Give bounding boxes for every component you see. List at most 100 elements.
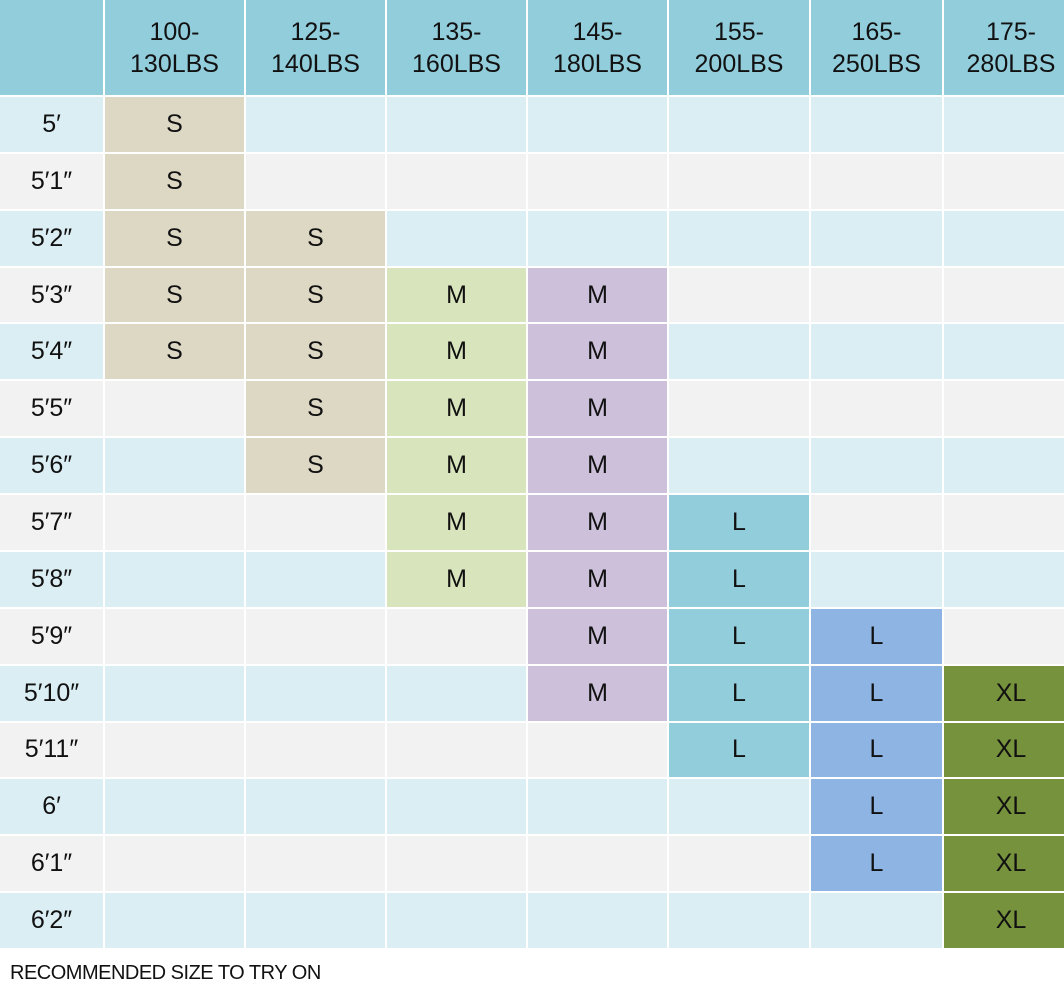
empty-cell: [669, 381, 809, 437]
size-cell: M: [528, 495, 667, 550]
empty-cell: [246, 836, 385, 892]
empty-cell: [387, 665, 526, 721]
empty-cell: [246, 722, 385, 778]
empty-cell: [944, 324, 1064, 380]
row-height: 5′5″: [0, 381, 103, 437]
empty-cell: [387, 722, 526, 778]
size-cell: M: [387, 267, 526, 323]
empty-cell: [811, 210, 942, 266]
empty-cell: [944, 267, 1064, 323]
row-height: 5′8″: [0, 551, 103, 607]
size-cell: L: [669, 608, 809, 664]
empty-cell: [528, 779, 667, 835]
row-height: 6′2″: [0, 893, 103, 948]
empty-cell: [944, 381, 1064, 437]
empty-cell: [105, 551, 244, 607]
empty-cell: [811, 893, 942, 948]
size-cell: M: [528, 324, 667, 380]
column-header: 175- 280LBS: [944, 0, 1064, 95]
empty-cell: [246, 551, 385, 607]
size-cell: M: [528, 551, 667, 607]
empty-cell: [387, 836, 526, 892]
size-cell: M: [387, 438, 526, 494]
size-cell: XL: [944, 836, 1064, 892]
empty-cell: [528, 836, 667, 892]
empty-cell: [387, 153, 526, 209]
column-header: 165- 250LBS: [811, 0, 942, 95]
size-cell: S: [105, 210, 244, 266]
column-header: 145- 180LBS: [528, 0, 667, 95]
empty-cell: [105, 495, 244, 550]
size-table: 100- 130LBS 125- 140LBS 135- 160LBS 145- 18…: [0, 0, 1064, 948]
empty-cell: [246, 779, 385, 835]
empty-cell: [944, 495, 1064, 550]
empty-cell: [669, 893, 809, 948]
empty-cell: [105, 381, 244, 437]
empty-cell: [246, 97, 385, 152]
empty-cell: [387, 779, 526, 835]
size-cell: M: [387, 324, 526, 380]
empty-cell: [811, 324, 942, 380]
size-cell: M: [528, 438, 667, 494]
empty-cell: [528, 722, 667, 778]
size-cell: S: [105, 324, 244, 380]
size-cell: S: [246, 381, 385, 437]
size-cell: M: [528, 381, 667, 437]
empty-cell: [528, 893, 667, 948]
empty-cell: [944, 551, 1064, 607]
size-cell: L: [669, 722, 809, 778]
empty-cell: [944, 153, 1064, 209]
row-height: 5′9″: [0, 608, 103, 664]
empty-cell: [944, 97, 1064, 152]
empty-cell: [811, 551, 942, 607]
size-cell: M: [387, 381, 526, 437]
empty-cell: [528, 210, 667, 266]
corner-cell: [0, 0, 103, 95]
empty-cell: [669, 97, 809, 152]
column-header: 125- 140LBS: [246, 0, 385, 95]
empty-cell: [387, 608, 526, 664]
empty-cell: [944, 210, 1064, 266]
empty-cell: [387, 210, 526, 266]
empty-cell: [669, 153, 809, 209]
empty-cell: [669, 267, 809, 323]
empty-cell: [811, 267, 942, 323]
size-cell: XL: [944, 665, 1064, 721]
empty-cell: [246, 608, 385, 664]
empty-cell: [811, 438, 942, 494]
column-header: 155- 200LBS: [669, 0, 809, 95]
empty-cell: [246, 153, 385, 209]
empty-cell: [387, 893, 526, 948]
size-cell: S: [246, 438, 385, 494]
row-height: 5′4″: [0, 324, 103, 380]
row-height: 5′: [0, 97, 103, 152]
size-cell: S: [105, 267, 244, 323]
empty-cell: [528, 153, 667, 209]
empty-cell: [246, 665, 385, 721]
size-cell: L: [669, 665, 809, 721]
empty-cell: [105, 438, 244, 494]
row-height: 5′3″: [0, 267, 103, 323]
empty-cell: [669, 438, 809, 494]
empty-cell: [246, 495, 385, 550]
empty-cell: [105, 836, 244, 892]
size-cell: M: [528, 608, 667, 664]
empty-cell: [669, 210, 809, 266]
size-cell: M: [528, 665, 667, 721]
row-height: 5′6″: [0, 438, 103, 494]
empty-cell: [669, 836, 809, 892]
column-header: 100- 130LBS: [105, 0, 244, 95]
row-height: 5′10″: [0, 665, 103, 721]
size-cell: S: [246, 324, 385, 380]
size-cell: L: [811, 665, 942, 721]
empty-cell: [669, 324, 809, 380]
size-cell: XL: [944, 722, 1064, 778]
size-cell: XL: [944, 893, 1064, 948]
empty-cell: [811, 381, 942, 437]
empty-cell: [944, 438, 1064, 494]
empty-cell: [528, 97, 667, 152]
empty-cell: [387, 97, 526, 152]
row-height: 6′: [0, 779, 103, 835]
size-cell: M: [387, 551, 526, 607]
